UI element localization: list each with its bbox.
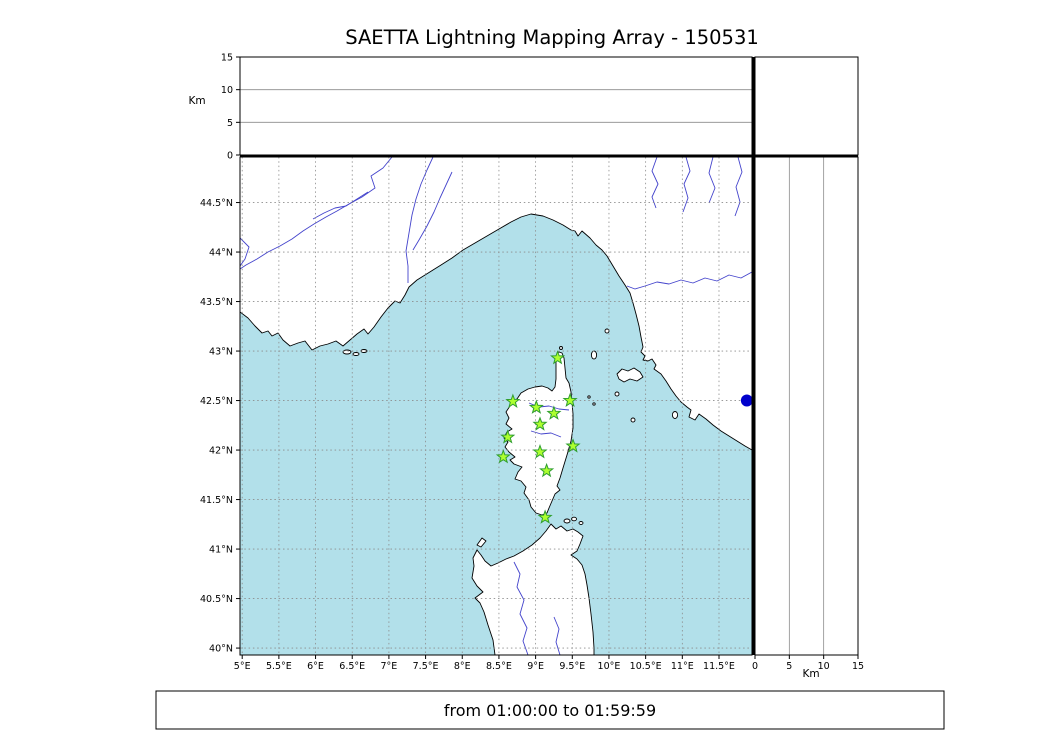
- river-verdon: [312, 191, 369, 220]
- island-maddalena-3: [578, 521, 584, 525]
- lon-tick-label: 9°E: [527, 661, 544, 672]
- station-marker: [539, 462, 555, 478]
- station-marker: [495, 449, 511, 464]
- lon-tick-label: 6°E: [307, 661, 324, 672]
- altitude-tick-label: 5: [227, 118, 233, 129]
- station-marker: [500, 429, 516, 444]
- lon-tick-label: 10.5°E: [630, 661, 662, 672]
- river-rhone-branch: [240, 237, 250, 267]
- station-marker: [537, 509, 553, 524]
- lon-tick-label: 7.5°E: [413, 661, 439, 672]
- station-marker: [546, 405, 562, 420]
- altitude-tick-label: 15: [852, 661, 864, 672]
- altitude-tick-label: 15: [221, 53, 233, 64]
- river-durance: [240, 157, 393, 270]
- lat-tick-label: 44.5°N: [200, 198, 233, 209]
- island-sardinia: [471, 523, 595, 655]
- right-panel-km-label: Km: [802, 668, 819, 680]
- island-pianosa: [614, 391, 620, 397]
- lon-tick-label: 5°E: [234, 661, 251, 672]
- time-range-box: from 01:00:00 to 01:59:59: [155, 690, 945, 730]
- figure-title: SAETTA Lightning Mapping Array - 150531: [345, 26, 759, 49]
- lat-tick-label: 41°N: [209, 545, 233, 556]
- station-marker: [532, 416, 548, 431]
- river-var: [405, 157, 434, 283]
- river-arno: [626, 271, 752, 290]
- altitude-panel-right-frame: [754, 156, 859, 656]
- island-giglio: [671, 411, 679, 419]
- map-panel: 5°E 5.5°E 6°E 6.5°E 7°E 7.5°E 8°E 8.5°E 9°E 9.5°E…: [200, 156, 753, 672]
- station-marker: [532, 444, 548, 459]
- coastlines: [240, 157, 752, 655]
- island-maddalena-1: [563, 518, 571, 524]
- lon-tick-label: 11°E: [671, 661, 694, 672]
- island-porquerolles: [342, 349, 352, 355]
- island-capraia: [590, 350, 598, 360]
- island-port-cros: [352, 352, 360, 356]
- altitude-panel-top: 0 5 10 15 Km: [188, 53, 753, 162]
- station-marker: [565, 438, 581, 453]
- river-po-trib-4: [734, 157, 743, 217]
- islet-2: [592, 402, 596, 406]
- time-range-text: from 01:00:00 to 01:59:59: [444, 701, 656, 720]
- lon-tick-label: 8°E: [454, 661, 471, 672]
- lat-tick-label: 40.5°N: [200, 594, 233, 605]
- lat-tick-label: 42°N: [209, 446, 233, 457]
- lon-tick-label: 9.5°E: [559, 661, 585, 672]
- station-marker: [550, 350, 566, 365]
- blue-data-point: [740, 394, 753, 407]
- river-sardinia-east: [553, 616, 561, 655]
- corner-panel: [754, 56, 859, 156]
- island-asinara: [476, 537, 487, 548]
- lon-tick-label: 8.5°E: [486, 661, 512, 672]
- altitude-panel-top-frame: [239, 56, 753, 156]
- islet-1: [587, 395, 591, 399]
- altitude-tick-label: 0: [227, 151, 233, 162]
- corner-panel-frame: [754, 56, 859, 156]
- lon-tick-label: 6.5°E: [339, 661, 365, 672]
- station-marker: [505, 393, 521, 409]
- station-marker: [562, 392, 578, 407]
- island-montecristo: [630, 417, 636, 423]
- island-giraglia: [559, 346, 563, 350]
- rivers: [240, 157, 752, 655]
- altitude-tick-label: 10: [221, 85, 233, 96]
- lon-tick-label: 5.5°E: [266, 661, 292, 672]
- lon-tick-label: 11.5°E: [703, 661, 735, 672]
- lat-tick-label: 42.5°N: [200, 396, 233, 407]
- lat-tick-label: 44°N: [209, 248, 233, 259]
- altitude-tick-label: 5: [786, 661, 792, 672]
- river-var-tributary: [412, 171, 453, 251]
- lat-tick-label: 43.5°N: [200, 297, 233, 308]
- stations-layer: [495, 350, 581, 524]
- lon-tick-label: 7°E: [381, 661, 398, 672]
- island-gorgona: [604, 328, 610, 334]
- lat-tick-label: 40°N: [209, 644, 233, 655]
- altitude-tick-label: 0: [752, 661, 758, 672]
- island-elba: [616, 367, 644, 383]
- river-po-trib-3: [708, 157, 716, 204]
- lon-tick-label: 10°E: [598, 661, 621, 672]
- station-marker: [528, 399, 544, 414]
- island-maddalena-2: [571, 516, 577, 522]
- altitude-tick-label: 10: [818, 661, 830, 672]
- lat-tick-label: 43°N: [209, 347, 233, 358]
- lat-tick-label: 41.5°N: [200, 495, 233, 506]
- landmass-france-italy: [240, 157, 752, 451]
- time-range-frame: [155, 690, 945, 730]
- river-coghinas: [513, 561, 529, 655]
- top-panel-km-label: Km: [188, 95, 205, 107]
- river-po-trib-1: [651, 157, 659, 209]
- altitude-panel-right: 0 5 10 15 Km: [752, 156, 864, 680]
- river-po-trib-2: [682, 157, 691, 213]
